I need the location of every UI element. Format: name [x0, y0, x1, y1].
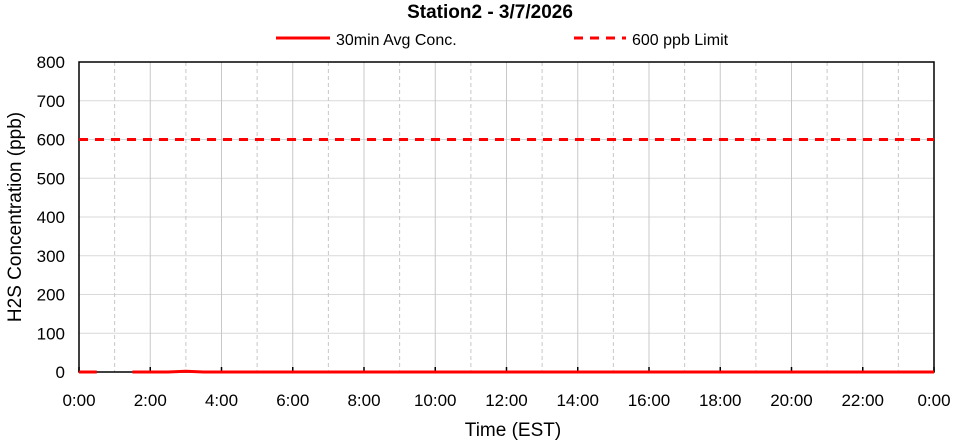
- y-axis-label: H2S Concentration (ppb): [5, 112, 26, 322]
- y-tick-label: 800: [37, 53, 65, 72]
- legend-label-avg: 30min Avg Conc.: [336, 32, 457, 49]
- x-tick-label: 22:00: [841, 391, 884, 410]
- legend: 30min Avg Conc. 600 ppb Limit: [276, 32, 729, 49]
- y-tick-label: 300: [37, 247, 65, 266]
- x-tick-label: 0:00: [62, 391, 95, 410]
- x-tick-label: 2:00: [134, 391, 167, 410]
- x-tick-label: 8:00: [347, 391, 380, 410]
- series-avg-conc-line: [132, 369, 934, 374]
- x-tick-label: 0:00: [917, 391, 950, 410]
- y-tick-label: 0: [56, 363, 65, 382]
- x-tick-label: 18:00: [699, 391, 742, 410]
- legend-label-limit: 600 ppb Limit: [632, 32, 729, 49]
- x-axis-label: Time (EST): [465, 420, 561, 440]
- x-tick-label: 12:00: [485, 391, 528, 410]
- x-tick-label: 14:00: [556, 391, 599, 410]
- y-tick-label: 100: [37, 324, 65, 343]
- y-tick-label: 200: [37, 286, 65, 305]
- y-tick-label: 700: [37, 92, 65, 111]
- x-tick-label: 20:00: [770, 391, 813, 410]
- x-tick-label: 10:00: [414, 391, 457, 410]
- x-tick-label: 4:00: [205, 391, 238, 410]
- chart-title: Station2 - 3/7/2026: [407, 2, 573, 23]
- y-tick-label: 400: [37, 208, 65, 227]
- x-tick-label: 6:00: [276, 391, 309, 410]
- x-tick-label: 16:00: [628, 391, 671, 410]
- y-tick-label: 600: [37, 131, 65, 150]
- y-tick-label: 500: [37, 169, 65, 188]
